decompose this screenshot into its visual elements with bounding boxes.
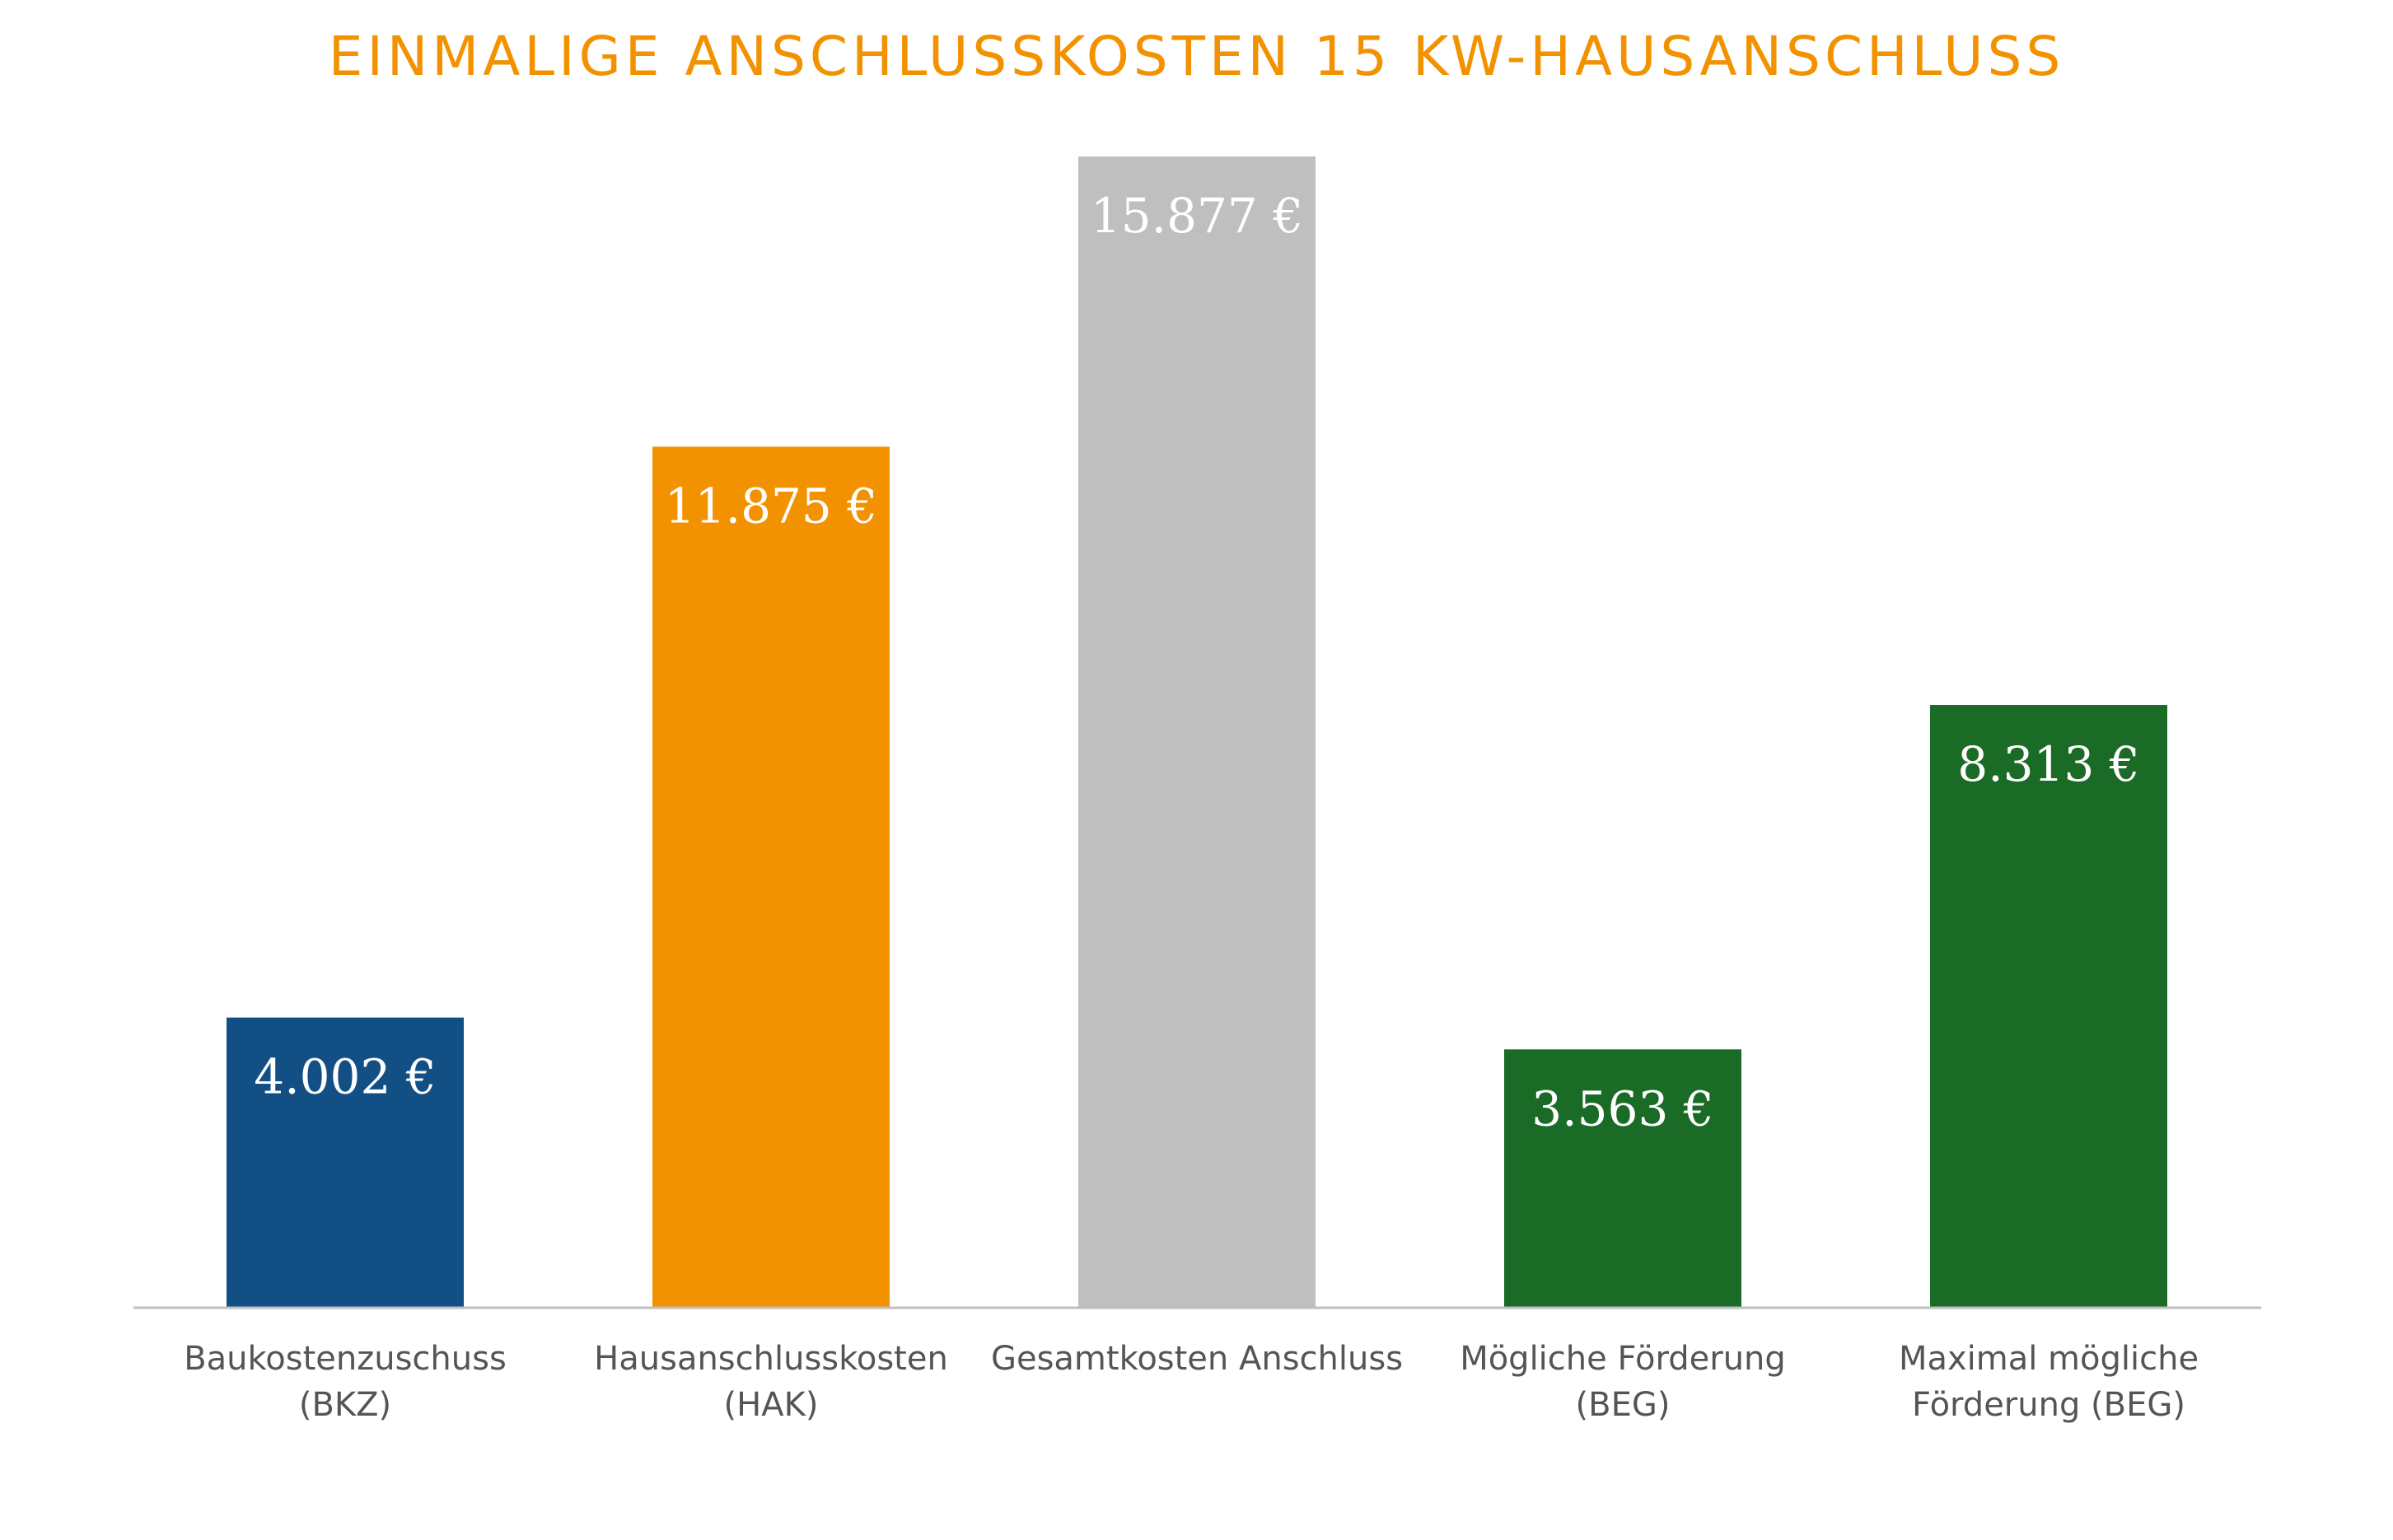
chart-title: EINMALIGE ANSCHLUSSKOSTEN 15 KW-HAUSANSC…: [328, 25, 2065, 88]
category-labels-group: Baukostenzuschuss (BKZ) Hausanschlusskoste…: [184, 1340, 2199, 1424]
category-label-line: Maximal mögliche: [1899, 1340, 2199, 1378]
bar-5: [1930, 705, 2167, 1308]
category-label-line: Mögliche Förderung: [1460, 1340, 1786, 1378]
bar-value-label-1: 4.002 €: [254, 1049, 436, 1105]
category-label-line: Baukostenzuschuss: [184, 1340, 507, 1378]
category-label-line: (BKZ): [299, 1386, 391, 1424]
bar-3: [1078, 156, 1316, 1308]
category-label-line: Hausanschlusskosten: [594, 1340, 948, 1378]
bar-value-label-3: 15.877 €: [1091, 188, 1303, 244]
bar-4: [1504, 1049, 1741, 1308]
category-label-3: Gesamtkosten Anschluss: [991, 1340, 1403, 1378]
category-label-line: Gesamtkosten Anschluss: [991, 1340, 1403, 1378]
category-label-5: Maximal mögliche Förderung (BEG): [1899, 1340, 2199, 1424]
bar-value-label-5: 8.313 €: [1957, 736, 2139, 792]
category-label-line: (BEG): [1576, 1386, 1671, 1424]
bar-value-label-4: 3.563 €: [1531, 1080, 1713, 1136]
category-label-line: Förderung (BEG): [1912, 1386, 2185, 1424]
bars-group: 4.002 € 11.875 € 15.877 € 3.563 € 8.313 €: [227, 156, 2167, 1308]
bar-2: [652, 446, 890, 1308]
category-label-2: Hausanschlusskosten (HAK): [594, 1340, 948, 1424]
bar-value-label-2: 11.875 €: [665, 478, 877, 534]
category-label-1: Baukostenzuschuss (BKZ): [184, 1340, 507, 1424]
category-label-4: Mögliche Förderung (BEG): [1460, 1340, 1786, 1424]
bar-1: [227, 1017, 464, 1308]
category-label-line: (HAK): [724, 1386, 819, 1424]
